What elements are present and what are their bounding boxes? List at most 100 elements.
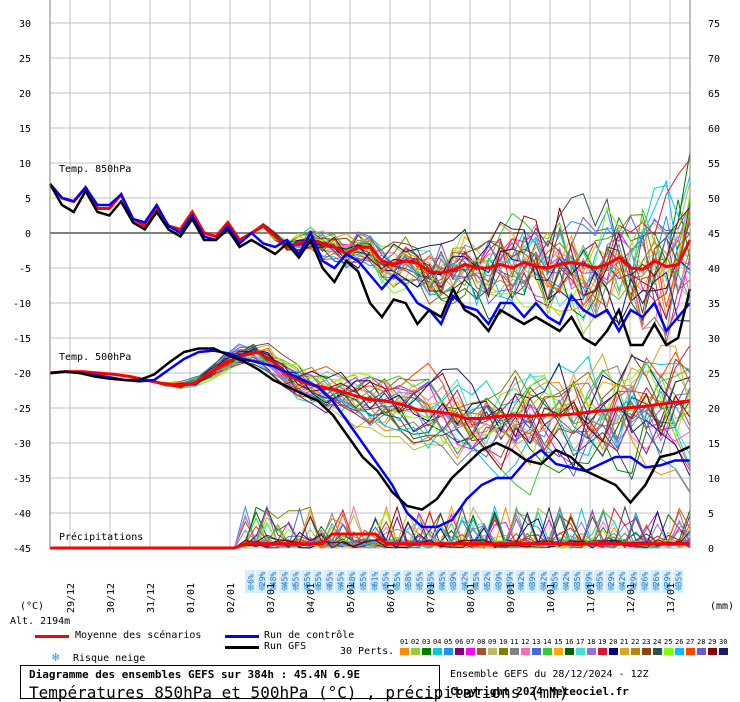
snowflake-icon: ❄ (540, 581, 547, 594)
left-tick-label: -40 (13, 509, 31, 520)
x-tick-label: 09/01 (506, 583, 517, 613)
snow-risk-value: 42% (517, 572, 526, 587)
member-number: 03 (422, 638, 431, 646)
x-tick-label: 06/01 (386, 583, 397, 613)
snow-risk-cell (470, 570, 481, 593)
main-lines (48, 183, 692, 550)
member-color-swatch (477, 648, 486, 655)
snow-risk-value: 29% (629, 572, 638, 587)
snowflake-icon: ❄ (315, 581, 322, 594)
member-t500-line (49, 356, 691, 451)
right-tick-label: 70 (708, 54, 720, 65)
left-tick-label: -5 (19, 264, 31, 275)
ensemble-chart: ❄6%❄29%❄48%❄45%❄55%❄65%❄65%❄65%❄45%❄48%❄… (10, 0, 734, 626)
left-tick-label: 25 (19, 54, 31, 65)
snowflake-icon: ❄ (439, 581, 446, 594)
snow-risk-value: 45% (438, 572, 447, 587)
snow-risk-value: 29% (258, 572, 267, 587)
x-tick-label: 11/01 (586, 583, 597, 613)
snow-risk-cell (458, 570, 470, 593)
member-number: 11 (510, 638, 519, 646)
copyright-label: Copyright 2024 Meteociel.fr (450, 685, 629, 698)
mean-legend-swatch (35, 635, 69, 638)
snow-risk-value: 61% (370, 572, 379, 587)
member-number: 12 (521, 638, 530, 646)
left-tick-label: -10 (13, 299, 31, 310)
snow-risk-value: 42% (562, 572, 571, 587)
series-t850-line-1 (49, 183, 691, 334)
snowflake-icon: ❄ (270, 581, 277, 594)
member-color-swatch (411, 648, 420, 655)
left-tick-label: -20 (13, 369, 31, 380)
snowflake-icon: ❄ (562, 581, 569, 594)
snow-risk-value: 39% (528, 572, 537, 587)
member-number: 02 (411, 638, 420, 646)
snow-risk-value: 42% (618, 572, 627, 587)
snowflake-icon: ❄ (675, 581, 682, 594)
chart-subtitle: Températures 850hPa et 500hPa (°C) , pré… (29, 683, 569, 702)
snow-risk-cell (413, 570, 425, 593)
mean-precip-line (50, 532, 690, 550)
snow-risk-value: 55% (393, 572, 402, 587)
member-color-swatch (444, 648, 453, 655)
member-color-swatch (631, 648, 640, 655)
snow-risk-value: 58% (404, 572, 413, 587)
member-number: 08 (477, 638, 486, 646)
member-number: 13 (532, 638, 541, 646)
snow-risk-cell (290, 570, 301, 593)
left-axis-unit: (°C) (20, 601, 44, 612)
snowflake-icon: ❄ (641, 581, 648, 594)
right-tick-label: 50 (708, 194, 720, 205)
snow-legend-label: Risque neige (73, 653, 146, 664)
member-number: 17 (576, 638, 585, 646)
snowflake-icon: ❄ (450, 581, 457, 594)
member-color-swatch (543, 648, 552, 655)
series-t500-line-1 (49, 349, 690, 529)
gfs-legend-swatch (225, 646, 259, 649)
right-tick-label: 55 (708, 159, 720, 170)
snow-risk-cell (582, 570, 593, 593)
snowflake-icon: ❄ (630, 581, 637, 594)
member-number: 21 (620, 638, 629, 646)
left-tick-label: -25 (13, 404, 31, 415)
snow-risk-cell (447, 570, 458, 593)
x-tick-label: 02/01 (226, 583, 237, 613)
right-tick-label: 15 (708, 439, 720, 450)
member-color-swatch (642, 648, 651, 655)
snow-risk-cell (560, 570, 571, 593)
right-axis-unit: (mm) (710, 601, 734, 612)
snow-risk-cell (481, 570, 492, 593)
snow-risk-value: 65% (303, 572, 312, 587)
left-tick-label: -45 (13, 544, 31, 555)
right-tick-label: 45 (708, 229, 720, 240)
x-tick-label: 13/01 (666, 583, 677, 613)
snow-risk-value: 52% (483, 572, 492, 587)
member-color-swatch (664, 648, 673, 655)
snow-risk-value: 65% (325, 572, 334, 587)
snow-risk-value: 39% (449, 572, 458, 587)
control-legend-swatch (225, 635, 259, 638)
snow-risk-cell (267, 570, 278, 593)
x-tick-label: 08/01 (466, 583, 477, 613)
snow-risk-value: 42% (539, 572, 548, 587)
member-color-swatch (609, 648, 618, 655)
series-t850-line-0 (48, 183, 692, 275)
snow-risk-cell (335, 570, 346, 593)
member-number: 06 (455, 638, 464, 646)
x-tick-label: 01/01 (186, 583, 197, 613)
snow-risk-value: 55% (292, 572, 301, 587)
snow-risk-value: 29% (663, 572, 672, 587)
snowflake-icon: ❄ (506, 581, 513, 594)
snowflake-icon: ❄ (427, 581, 434, 594)
member-number: 26 (675, 638, 684, 646)
members-label: 30 Perts. (340, 646, 395, 657)
left-tick-label: 0 (25, 229, 31, 240)
snow-risk-cell (357, 570, 368, 593)
ensemble-run-label: Ensemble GEFS du 28/12/2024 - 12Z (450, 669, 649, 680)
left-tick-label: 20 (19, 89, 31, 100)
member-color-swatch (433, 648, 442, 655)
member-color-swatch (598, 648, 607, 655)
snow-risk-value: 39% (494, 572, 503, 587)
snow-risk-cell (368, 570, 380, 593)
